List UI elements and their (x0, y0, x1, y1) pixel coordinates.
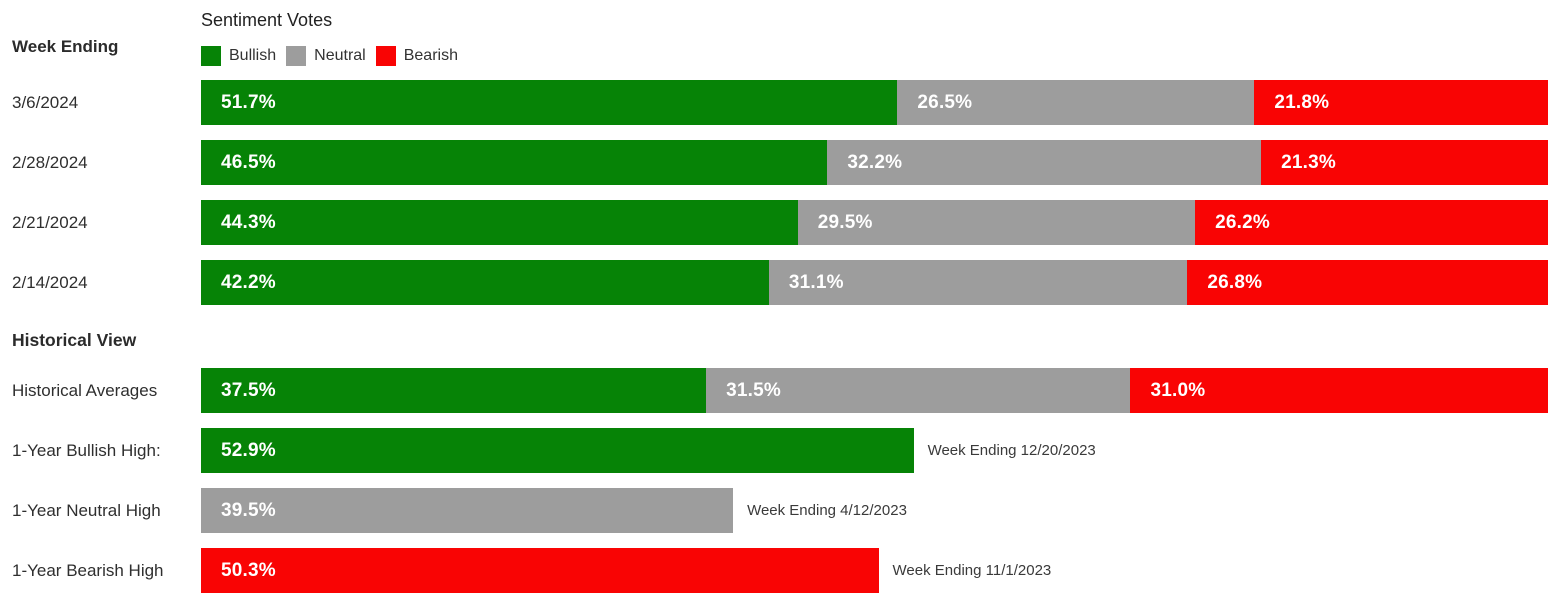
legend-label: Bearish (403, 47, 458, 64)
segment-value: 37.5% (221, 379, 276, 401)
sentiment-row: 3/6/2024 51.7% 26.5% 21.8% (0, 80, 1564, 125)
neutral-segment: 29.5% (797, 200, 1196, 245)
legend-item-neutral: Neutral (286, 46, 376, 66)
week-ending-annotation: Week Ending 11/1/2023 (892, 562, 1052, 579)
segment-value: 29.5% (817, 211, 873, 233)
row-label: 2/14/2024 (12, 273, 88, 292)
bullish-segment: 44.3% (201, 200, 798, 245)
legend-label: Neutral (314, 47, 366, 64)
row-label: 1-Year Bullish High: (12, 441, 161, 460)
weekly-rows: 3/6/2024 51.7% 26.5% 21.8% 2/28/2024 46.5%… (0, 80, 1564, 320)
stacked-bar: 51.7% 26.5% 21.8% (201, 80, 1548, 125)
row-label: 2/21/2024 (12, 213, 88, 232)
chart-title: Sentiment Votes (201, 10, 333, 30)
row-label: 3/6/2024 (12, 93, 79, 112)
bullish-segment: 42.2% (201, 260, 769, 305)
bearish-segment: 21.8% (1254, 80, 1548, 125)
high-bar-area: 50.3% Week Ending 11/1/2023 (201, 548, 1548, 593)
stacked-bar: 37.5% 31.5% 31.0% (201, 368, 1548, 413)
neutral-segment: 31.5% (706, 368, 1131, 413)
week-ending-annotation: Week Ending 4/12/2023 (747, 502, 907, 519)
row-label: 2/28/2024 (12, 153, 88, 172)
week-ending-annotation: Week Ending 12/20/2023 (927, 442, 1096, 459)
week-ending-header: Week Ending (12, 37, 119, 56)
row-label: Historical Averages (12, 381, 158, 400)
sentiment-row: Historical Averages 37.5% 31.5% 31.0% (0, 368, 1564, 413)
sentiment-row: 2/21/2024 44.3% 29.5% 26.2% (0, 200, 1564, 245)
legend: Bullish Neutral Bearish (201, 45, 468, 67)
legend-item-bearish: Bearish (375, 46, 468, 66)
legend-label: Bullish (229, 47, 277, 64)
segment-value: 26.5% (917, 91, 973, 113)
bearish-segment: 26.8% (1187, 260, 1548, 305)
segment-value: 31.0% (1150, 379, 1206, 401)
high-row: 1-Year Neutral High 39.5% Week Ending 4/… (0, 488, 1564, 533)
segment-value: 51.7% (221, 91, 276, 113)
segment-value: 44.3% (221, 211, 276, 233)
bearish-segment: 21.3% (1261, 140, 1548, 185)
segment-value: 31.5% (726, 379, 781, 401)
high-bar-area: 52.9% Week Ending 12/20/2023 (201, 428, 1548, 473)
segment-value: 21.8% (1274, 91, 1330, 113)
bullish-segment: 37.5% (201, 368, 707, 413)
neutral-high-bar: 39.5% (201, 488, 734, 533)
high-row: 1-Year Bearish High 50.3% Week Ending 11… (0, 548, 1564, 593)
neutral-segment: 26.5% (897, 80, 1255, 125)
segment-value: 26.2% (1215, 211, 1270, 233)
bearish-swatch-icon (375, 46, 396, 66)
neutral-swatch-icon (286, 46, 307, 66)
row-label: 1-Year Bearish High (12, 561, 164, 580)
high-row: 1-Year Bullish High: 52.9% Week Ending 1… (0, 428, 1564, 473)
segment-value: 42.2% (221, 271, 276, 293)
high-bar-area: 39.5% Week Ending 4/12/2023 (201, 488, 1548, 533)
bullish-swatch-icon (201, 46, 221, 66)
segment-value: 46.5% (221, 151, 276, 173)
legend-item-bullish: Bullish (201, 46, 286, 66)
bullish-segment: 51.7% (201, 80, 898, 125)
stacked-bar: 44.3% 29.5% 26.2% (201, 200, 1548, 245)
stacked-bar: 42.2% 31.1% 26.8% (201, 260, 1548, 305)
segment-value: 50.3% (221, 559, 276, 581)
historical-averages-rows: Historical Averages 37.5% 31.5% 31.0% (0, 368, 1564, 428)
segment-value: 32.2% (847, 151, 903, 173)
segment-value: 21.3% (1281, 151, 1336, 173)
historical-view-header: Historical View (12, 330, 137, 350)
row-label: 1-Year Neutral High (12, 501, 161, 520)
bearish-segment: 26.2% (1195, 200, 1548, 245)
one-year-high-rows: 1-Year Bullish High: 52.9% Week Ending 1… (0, 428, 1564, 608)
neutral-segment: 31.1% (768, 260, 1188, 305)
neutral-segment: 32.2% (827, 140, 1262, 185)
bullish-segment: 46.5% (201, 140, 828, 185)
bullish-high-bar: 52.9% (201, 428, 914, 473)
segment-value: 26.8% (1207, 271, 1263, 293)
stacked-bar: 46.5% 32.2% 21.3% (201, 140, 1548, 185)
segment-value: 31.1% (788, 271, 844, 293)
sentiment-row: 2/14/2024 42.2% 31.1% 26.8% (0, 260, 1564, 305)
segment-value: 39.5% (221, 499, 276, 521)
bearish-segment: 31.0% (1130, 368, 1548, 413)
sentiment-row: 2/28/2024 46.5% 32.2% 21.3% (0, 140, 1564, 185)
bearish-high-bar: 50.3% (201, 548, 879, 593)
segment-value: 52.9% (221, 439, 276, 461)
